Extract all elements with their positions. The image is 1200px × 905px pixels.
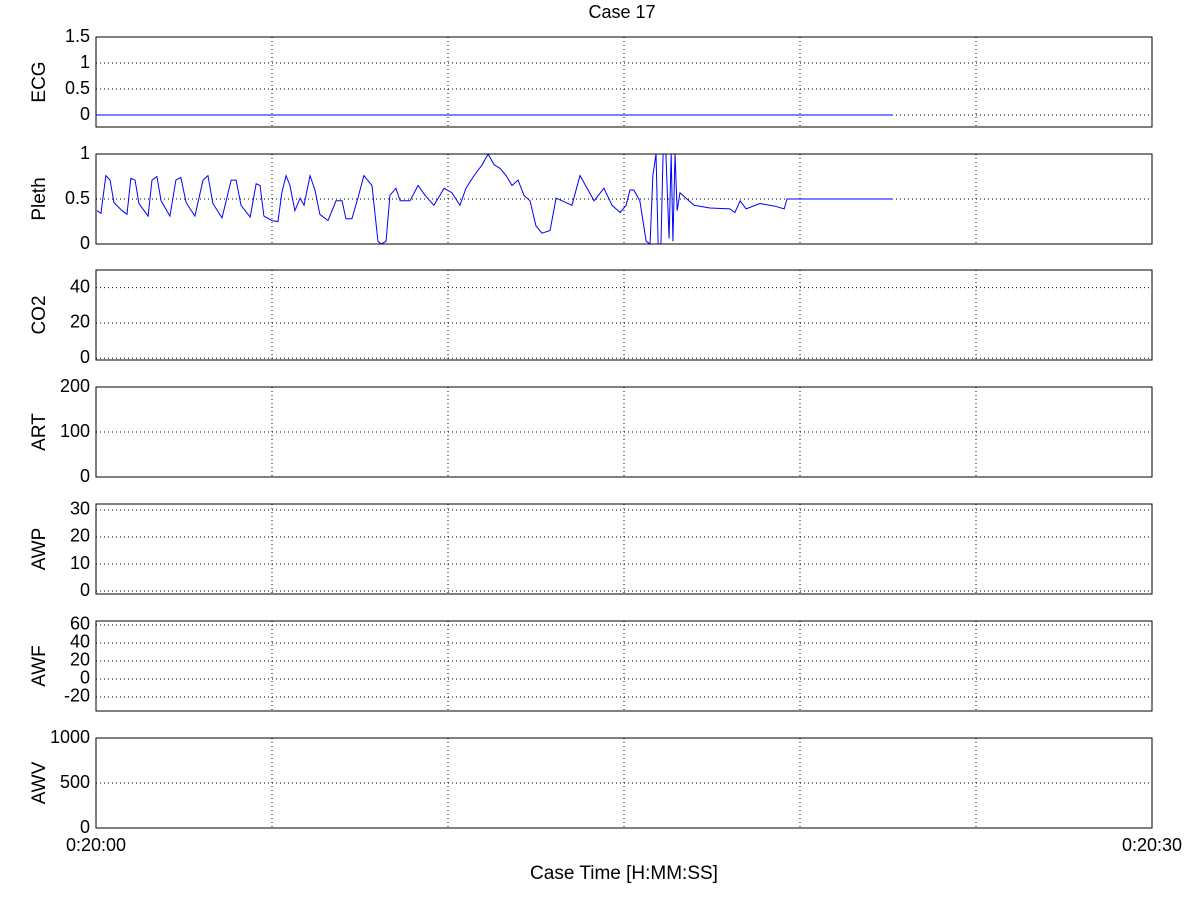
x-axis-label: Case Time [H:MM:SS] [530,863,718,884]
y-axis-label: Pleth [29,177,50,220]
y-axis-label: AWV [29,761,50,804]
x-tick-label: 0:20:30 [1122,835,1182,855]
y-tick-label: 200 [60,376,90,396]
panel: AWP 0 10 20 30 [29,499,1153,600]
plot-frame [95,737,1153,829]
panel: Case 17 ECG 0 0.5 1 1.5 [29,2,1153,128]
y-tick-label: 0 [80,104,90,124]
panel: Pleth 0 0.5 1 [29,143,1153,253]
y-axis-label: AWP [29,528,50,571]
y-tick-label: 0 [80,817,90,837]
y-tick-label: -20 [64,686,90,706]
y-tick-label: 0 [80,668,90,688]
plot-frame [95,153,1153,245]
plot-frame [95,36,1153,128]
y-tick-label: 0.5 [65,78,90,98]
y-tick-label: 0 [80,233,90,253]
y-tick-label: 0.5 [65,188,90,208]
y-tick-label: 30 [70,499,90,519]
y-tick-label: 1.5 [65,26,90,46]
y-axis-label: ART [29,413,50,451]
y-tick-label: 60 [70,614,90,634]
y-tick-label: 1 [80,52,90,72]
y-tick-label: 1000 [50,727,90,747]
y-axis-label: ECG [29,61,50,102]
plot-frame [95,620,1153,712]
y-tick-label: 40 [70,276,90,296]
y-axis-label: AWF [29,645,50,687]
y-tick-label: 100 [60,421,90,441]
plot-frame [95,386,1153,478]
y-tick-label: 20 [70,526,90,546]
panel: ART 0 100 200 [29,376,1153,486]
y-tick-label: 40 [70,632,90,652]
y-tick-label: 1 [80,143,90,163]
plot-frame [95,269,1153,361]
y-tick-label: 500 [60,772,90,792]
y-tick-label: 20 [70,650,90,670]
panel: AWV 0 500 1000 0:20:00 0:20:30 Case Time [H:MM… [29,727,1182,884]
y-tick-label: 10 [70,553,90,573]
y-tick-label: 0 [80,466,90,486]
y-tick-label: 0 [80,347,90,367]
chart-title: Case 17 [588,2,655,22]
panel: CO2 0 20 40 [29,269,1153,367]
y-axis-label: CO2 [29,295,50,334]
plot-frame [95,503,1153,595]
y-tick-label: 20 [70,312,90,332]
y-tick-label: 0 [80,580,90,600]
x-tick-label: 0:20:00 [66,835,126,855]
